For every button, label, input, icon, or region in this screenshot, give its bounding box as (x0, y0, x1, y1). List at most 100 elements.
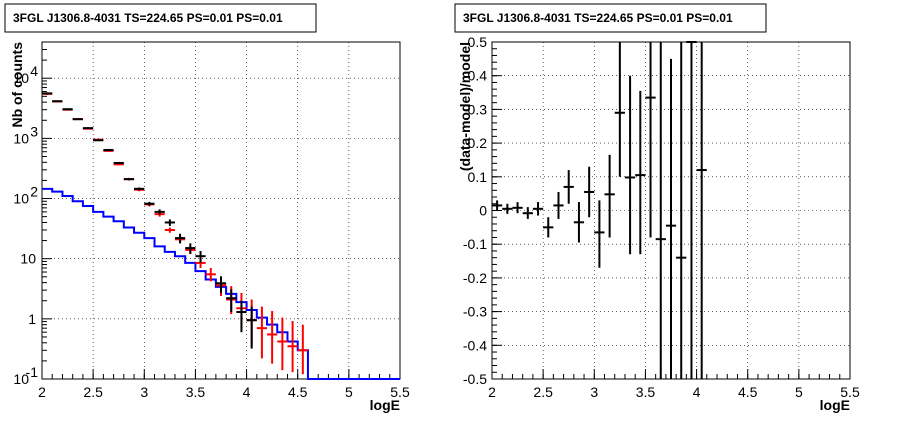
black-errorbar-point (103, 149, 114, 152)
black-errorbar-point (215, 276, 227, 293)
plot-frame (41, 41, 401, 380)
y-tick-label: 0 (479, 203, 487, 219)
x-tick-label: 4 (693, 384, 701, 400)
y-tick-label: 10 (20, 251, 36, 267)
residual-errorbar-point (614, 42, 625, 177)
x-tick-label: 5.5 (840, 384, 860, 400)
red-errorbar-point (164, 227, 175, 233)
black-errorbar-point (154, 209, 165, 215)
residual-errorbar-point (604, 154, 615, 238)
residual-errorbar-point (696, 42, 707, 379)
axis-ticks (41, 41, 401, 380)
axis-ticks (491, 41, 851, 380)
y-tick-label: -0.3 (463, 304, 487, 320)
residual-errorbar-point (584, 166, 595, 218)
residual-errorbar-point (676, 42, 687, 379)
black-errorbar-point (236, 300, 247, 333)
black-errorbar-point (226, 289, 237, 312)
y-tick-label: 10 (13, 130, 29, 146)
residual-errorbar-point (532, 202, 544, 216)
data-marks (42, 92, 400, 380)
title-box: 3FGL J1306.8-4031 TS=224.65 PS=0.01 PS=0… (4, 3, 317, 33)
y-tick-label: 10 (13, 191, 29, 207)
y-tick-label: 0.5 (468, 34, 488, 50)
grid (42, 42, 400, 379)
black-errorbar-point (72, 118, 83, 121)
x-tick-labels: 2 2.5 3 3.5 4 4.5 5 5.5 (38, 384, 410, 400)
red-errorbar-point (205, 268, 216, 282)
x-tick-label: 2 (488, 384, 496, 400)
chart-title: 3FGL J1306.8-4031 TS=224.65 PS=0.01 PS=0… (13, 11, 283, 25)
y-tick-label: -0.4 (463, 337, 487, 353)
red-errorbar-point (256, 306, 268, 359)
residual-errorbar-point (686, 41, 697, 379)
y-tick-labels: -0.5 -0.4 -0.3 -0.2 -0.1 0 0.1 0.2 0.3 0.4 0.5 (463, 34, 487, 387)
y-tick-exponent: 4 (30, 63, 38, 79)
residual-errorbar-point (624, 75, 636, 255)
x-tick-label: 2.5 (83, 384, 103, 400)
chart-title: 3FGL J1306.8-4031 TS=224.65 PS=0.01 PS=0… (463, 11, 733, 25)
residual-errorbar-point (563, 170, 574, 204)
x-axis-label: logE (370, 397, 400, 413)
black-errorbar-point (185, 243, 196, 254)
y-tick-label: 10 (13, 371, 29, 387)
residual-errorbar-point (645, 42, 656, 238)
residual-errorbar-point (665, 58, 677, 379)
y-tick-label: 0.2 (468, 135, 488, 151)
residual-errorbar-point (492, 200, 503, 211)
x-tick-label: 4.5 (288, 384, 308, 400)
x-tick-label: 2.5 (533, 384, 553, 400)
y-tick-exponent: -1 (26, 364, 39, 380)
black-errorbar-point (93, 139, 104, 142)
x-tick-label: 5 (345, 384, 353, 400)
y-tick-label: 0.1 (468, 169, 488, 185)
residual-errorbar-point (553, 191, 564, 219)
y-axis-label: Nb of counts (9, 42, 25, 128)
black-errorbar-point (123, 177, 135, 181)
y-tick-exponent: 3 (30, 123, 38, 139)
black-errorbar-point (164, 219, 175, 226)
data-marks (492, 41, 707, 379)
x-tick-label: 5 (795, 384, 803, 400)
y-tick-label: -0.2 (463, 270, 487, 286)
x-tick-label: 3 (590, 384, 598, 400)
residual-panel: 3FGL J1306.8-4031 TS=224.65 PS=0.01 PS=0… (454, 3, 860, 413)
residual-errorbar-point (543, 217, 554, 238)
y-tick-label: 1 (28, 311, 36, 327)
black-errorbar-point (52, 100, 63, 103)
residual-errorbar-point (655, 42, 666, 379)
red-errorbar-point (267, 311, 278, 364)
y-tick-label: 0.4 (468, 68, 488, 84)
black-errorbar-point (174, 233, 186, 244)
residual-errorbar-point (512, 202, 523, 214)
residual-errorbar-point (502, 203, 513, 214)
red-errorbar-point (277, 317, 288, 371)
x-tick-labels: 2 2.5 3 3.5 4 4.5 5 5.5 (488, 384, 860, 400)
x-tick-label: 4 (243, 384, 251, 400)
title-box: 3FGL J1306.8-4031 TS=224.65 PS=0.01 PS=0… (454, 3, 767, 33)
y-tick-label: -0.1 (463, 236, 487, 252)
black-errorbar-point (195, 251, 206, 263)
black-errorbar-point (246, 306, 257, 349)
residual-errorbar-point (522, 207, 533, 219)
red-errorbar-point (297, 324, 308, 375)
residual-errorbar-point (594, 200, 605, 268)
x-tick-label: 2 (38, 384, 46, 400)
black-errorbar-point (134, 187, 145, 191)
black-errorbar-point (144, 201, 155, 206)
y-tick-label: 10 (13, 70, 29, 86)
y-tick-label: 0.3 (468, 101, 488, 117)
x-tick-label: 4.5 (738, 384, 758, 400)
x-tick-label: 3.5 (636, 384, 656, 400)
x-axis-label: logE (820, 397, 850, 413)
residual-errorbar-point (635, 90, 646, 255)
black-errorbar-point (42, 92, 53, 95)
x-tick-label: 3 (140, 384, 148, 400)
y-axis-label: (data-model)/model (457, 42, 473, 171)
black-errorbar-point (62, 108, 73, 111)
grid (492, 42, 850, 379)
red-errorbar-point (287, 321, 298, 373)
y-tick-label: -0.5 (463, 371, 487, 387)
